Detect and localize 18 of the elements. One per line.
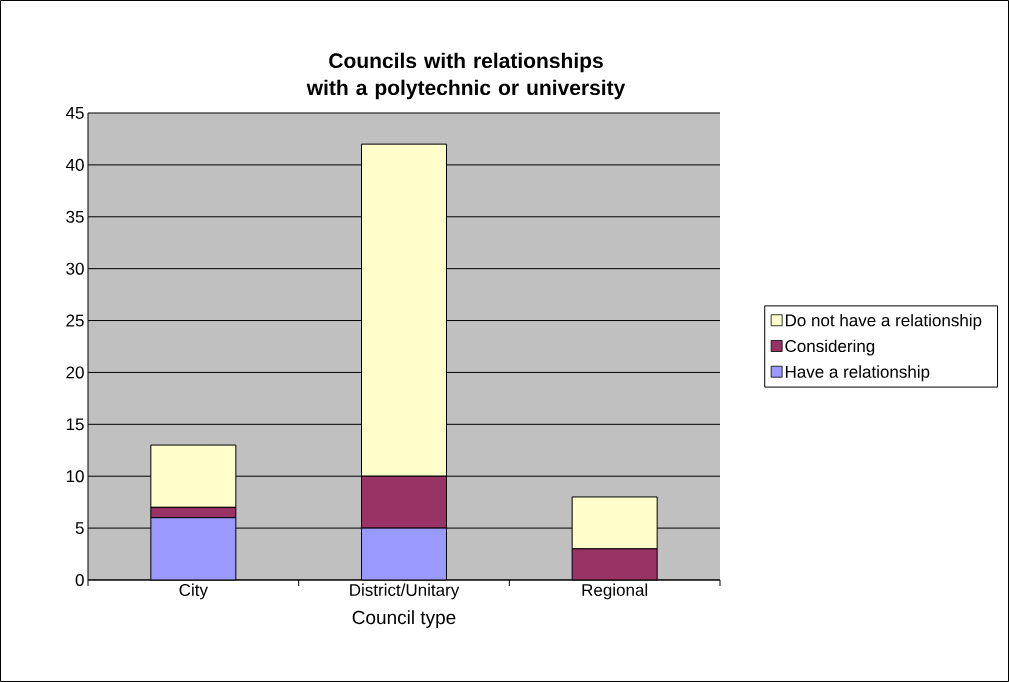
y-tick-label: 40 — [65, 158, 84, 171]
x-tick-label: District/Unitary — [350, 583, 460, 600]
y-tick-label: 30 — [66, 262, 84, 275]
legend-label: Do not have a relationship — [785, 313, 982, 330]
legend-label: Considering — [785, 339, 875, 356]
x-tick-label: Regional — [582, 583, 648, 600]
x-axis-title: Council type — [352, 610, 456, 628]
y-tick-label: 45 — [65, 107, 84, 119]
chart-title: Councils with relationships with a polytechnic or university — [306, 52, 626, 100]
y-tick-label: 0 — [75, 573, 84, 587]
x-tick-label: City — [179, 583, 208, 600]
legend-label: Have a relationship — [785, 365, 930, 382]
y-tick-label: 35 — [66, 210, 84, 223]
y-tick-label: 5 — [75, 522, 84, 535]
y-tick-label: 20 — [66, 366, 84, 379]
y-tick-label: 15 — [66, 418, 84, 431]
y-tick-label: 10 — [66, 470, 84, 483]
y-tick-label: 25 — [66, 314, 84, 327]
